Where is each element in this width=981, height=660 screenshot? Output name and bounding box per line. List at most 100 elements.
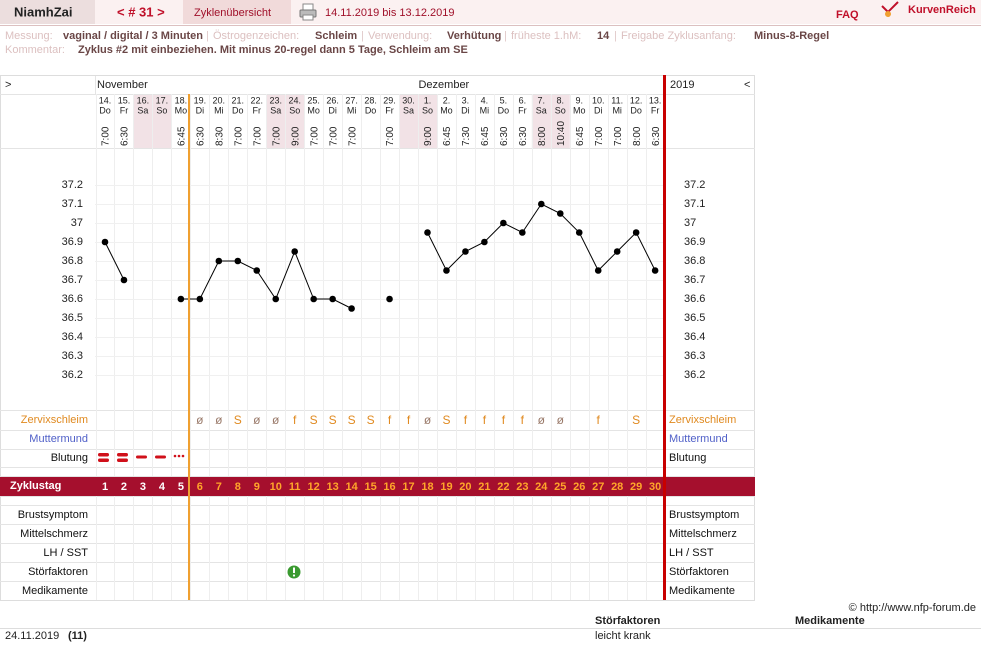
- weekday: Di: [461, 105, 470, 115]
- weekday: Di: [594, 105, 603, 115]
- cycle-day: 13: [327, 481, 339, 493]
- cycle-day: 22: [497, 481, 509, 493]
- day-number: 29.: [383, 95, 396, 105]
- weekday: Mo: [440, 105, 453, 115]
- disturbance-icon[interactable]: [287, 565, 301, 579]
- day-number: 4.: [481, 95, 489, 105]
- y-tick-label: 36.7: [62, 274, 83, 286]
- temperature-point: [481, 238, 488, 246]
- y-tick-label-right: 36.8: [684, 255, 705, 267]
- overlay: [98, 75, 666, 600]
- measure-time: 7:30: [461, 126, 472, 146]
- day-number: 18.: [175, 95, 188, 105]
- tab-box: [183, 0, 291, 24]
- mucus-symbol: f: [502, 413, 506, 427]
- date-range: 14.11.2019 bis 13.12.2019: [325, 7, 454, 19]
- y-tick-label: 37.2: [62, 179, 83, 191]
- y-tick-label-right: 36.5: [684, 312, 705, 324]
- y-tick-label-right: 36.4: [684, 331, 705, 343]
- nav-next[interactable]: <: [744, 79, 750, 91]
- day-number: 28.: [364, 95, 377, 105]
- info-separator: |: [206, 30, 209, 42]
- cycle-day: 7: [216, 481, 222, 493]
- faq-link[interactable]: FAQ: [836, 9, 859, 21]
- weekday: Fr: [253, 105, 262, 115]
- y-tick-label-right: 37.2: [684, 179, 705, 191]
- day-number: 10.: [592, 95, 605, 105]
- weekday: Mo: [573, 105, 586, 115]
- info-separator: |: [504, 30, 507, 42]
- cycle-day: 20: [459, 481, 471, 493]
- weekday: Fr: [651, 105, 660, 115]
- weekend-shade: [531, 94, 551, 148]
- cycle-day: 30: [649, 481, 661, 493]
- mucus-symbol: f: [407, 413, 411, 427]
- day-number: 24.: [288, 95, 301, 105]
- cycle-day: 14: [345, 481, 358, 493]
- measure-time: 7:00: [271, 126, 282, 146]
- day-number: 14.: [99, 95, 112, 105]
- info-value: Minus-8-Regel: [754, 30, 829, 42]
- cycle-day: 19: [440, 481, 452, 493]
- day-number: 15.: [118, 95, 131, 105]
- temperature-point: [215, 257, 223, 265]
- cycle-day: 6: [197, 481, 203, 493]
- day-number: 8.: [557, 95, 565, 105]
- nav-prev[interactable]: >: [5, 79, 11, 91]
- month-label: November: [97, 79, 148, 91]
- cycle-day: 29: [630, 481, 642, 493]
- weekday: So: [422, 105, 433, 115]
- footer-heading: Medikamente: [795, 615, 865, 627]
- day-number: 19.: [194, 95, 207, 105]
- day-number: 22.: [251, 95, 264, 105]
- y-tick-label-right: 36.2: [684, 369, 705, 381]
- row-label: Blutung: [51, 452, 88, 464]
- temperature-point: [538, 200, 545, 208]
- print-icon[interactable]: [299, 3, 317, 21]
- y-tick-label: 36.6: [62, 293, 83, 305]
- day-number: 26.: [326, 95, 339, 105]
- temperature-point: [272, 295, 280, 303]
- cycle-day: 24: [535, 481, 548, 493]
- y-tick-label: 36.9: [62, 236, 83, 248]
- cycle-day: 4: [159, 481, 166, 493]
- temperature-point: [291, 248, 299, 255]
- y-tick-label: 36.3: [62, 350, 83, 362]
- temperature-point: [234, 257, 242, 265]
- row-label-right: Medikamente: [669, 585, 735, 597]
- brand[interactable]: KurvenReich: [908, 4, 976, 16]
- weekend-shade: [399, 94, 419, 148]
- mucus-symbol: S: [329, 413, 337, 427]
- mucus-symbol: ø: [272, 413, 280, 427]
- row-label-right: Störfaktoren: [669, 566, 729, 578]
- row-label-right: Muttermund: [669, 433, 728, 445]
- cycle-day: 12: [308, 481, 320, 493]
- day-number: 21.: [232, 95, 245, 105]
- cycle-nav[interactable]: < # 31 >: [117, 4, 165, 19]
- footer-heading: Störfaktoren: [595, 615, 661, 627]
- info-label: Freigabe Zyklusanfang:: [621, 30, 736, 42]
- info-label: Östrogenzeichen:: [213, 30, 299, 42]
- weekday: Fr: [120, 105, 129, 115]
- measure-time: 8:00: [537, 126, 548, 146]
- measure-time: 7:00: [594, 126, 605, 146]
- cycle-day: 15: [364, 481, 376, 493]
- info-separator: |: [361, 30, 364, 42]
- tab-link[interactable]: Zyklenübersicht: [194, 7, 271, 19]
- day-number: 5.: [500, 95, 508, 105]
- cycle-day: 11: [289, 481, 301, 493]
- measure-time: 8:30: [214, 126, 225, 146]
- mucus-symbol: S: [310, 413, 318, 427]
- weekday: Mo: [175, 105, 188, 115]
- weekday: Fr: [385, 105, 394, 115]
- day-number: 11.: [611, 95, 623, 105]
- comment-label: Kommentar:: [5, 44, 65, 56]
- info-label: früheste 1.hM:: [511, 30, 581, 42]
- measure-time: 6:30: [195, 126, 206, 146]
- measure-time: 8:00: [632, 126, 643, 146]
- info-value: 14: [597, 30, 610, 42]
- row-label: Brustsymptom: [18, 509, 88, 521]
- row-label-right: Mittelschmerz: [669, 528, 737, 540]
